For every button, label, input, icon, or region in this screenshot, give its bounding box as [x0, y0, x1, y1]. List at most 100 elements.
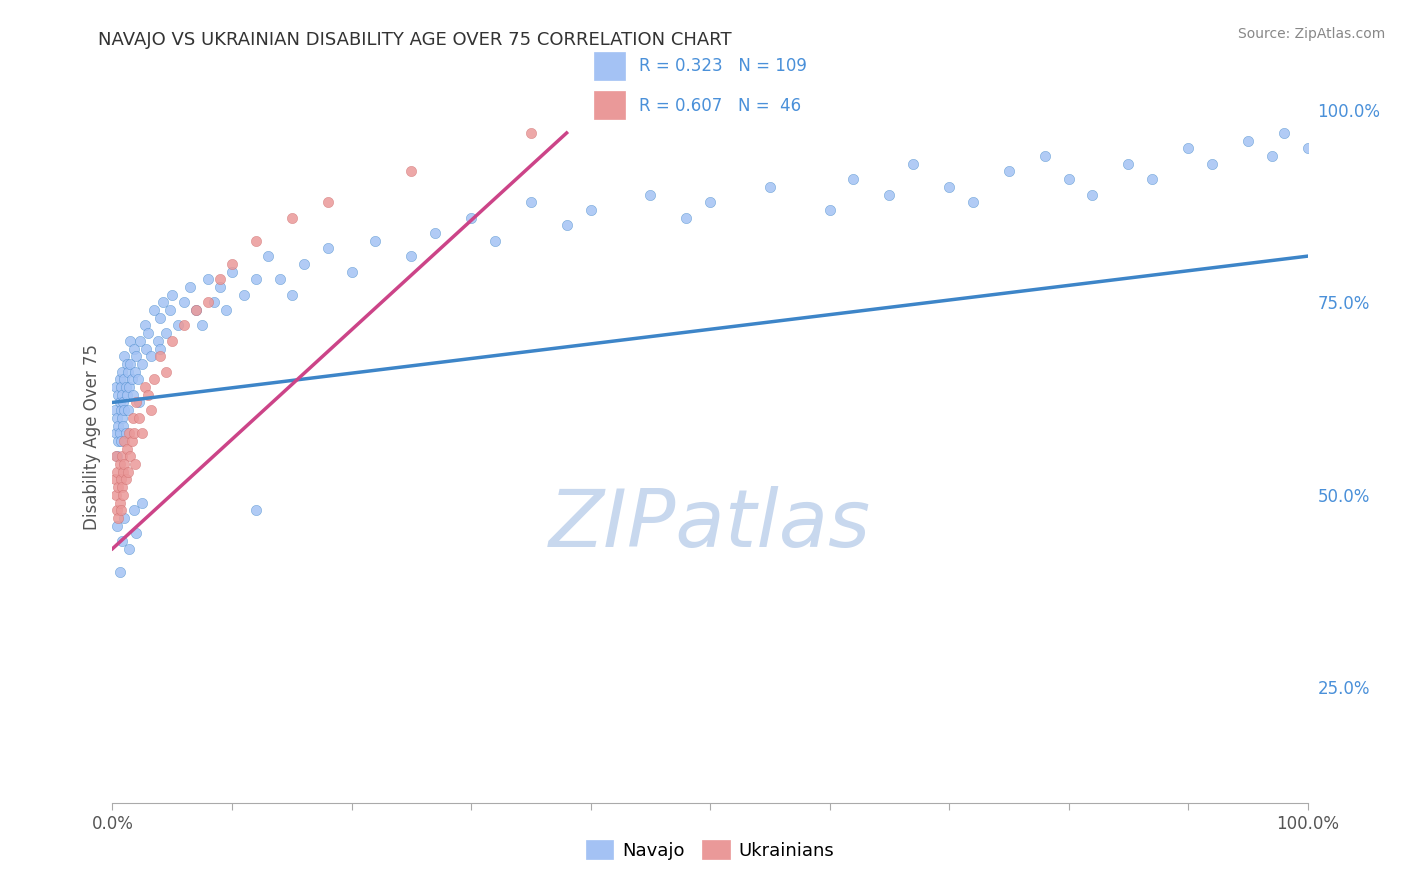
Point: [209, 272, 232, 286]
Point: [128, 410, 150, 425]
Point: [121, 388, 143, 402]
Point: [114, 403, 135, 417]
Point: [1261, 149, 1284, 163]
Point: [124, 457, 146, 471]
Point: [245, 234, 267, 248]
Point: [197, 272, 219, 286]
Point: [152, 295, 174, 310]
Point: [114, 434, 135, 448]
Point: [401, 249, 423, 263]
Point: [134, 318, 156, 333]
Text: Source: ZipAtlas.com: Source: ZipAtlas.com: [1237, 27, 1385, 41]
Point: [111, 534, 134, 549]
Point: [197, 295, 219, 310]
Point: [114, 349, 135, 363]
Text: R = 0.607   N =  46: R = 0.607 N = 46: [638, 96, 801, 114]
Point: [1118, 157, 1140, 171]
Point: [108, 495, 131, 509]
Point: [114, 380, 136, 394]
Point: [128, 395, 150, 409]
Point: [107, 434, 129, 448]
Point: [129, 334, 152, 348]
Point: [520, 126, 543, 140]
Point: [245, 272, 267, 286]
Point: [1296, 141, 1319, 155]
Point: [143, 372, 166, 386]
FancyBboxPatch shape: [593, 91, 624, 120]
Point: [191, 318, 214, 333]
Point: [1057, 172, 1080, 186]
Point: [138, 326, 160, 340]
Point: [115, 388, 138, 402]
Point: [114, 426, 136, 441]
Point: [149, 349, 172, 363]
Point: [292, 257, 315, 271]
Point: [114, 372, 135, 386]
Point: [186, 303, 208, 318]
Point: [105, 465, 128, 479]
Point: [110, 472, 132, 486]
Point: [1237, 134, 1260, 148]
Point: [114, 472, 136, 486]
FancyBboxPatch shape: [593, 53, 624, 80]
Point: [111, 480, 134, 494]
Point: [215, 303, 238, 318]
Point: [173, 295, 195, 310]
Point: [105, 450, 128, 464]
Point: [104, 403, 127, 417]
Point: [134, 380, 156, 394]
Point: [105, 488, 128, 502]
Text: R = 0.323   N = 109: R = 0.323 N = 109: [638, 57, 807, 75]
Point: [114, 511, 135, 525]
Point: [110, 380, 132, 394]
Point: [105, 410, 128, 425]
Point: [117, 365, 139, 379]
Point: [520, 195, 543, 210]
Point: [105, 450, 128, 464]
Point: [117, 403, 139, 417]
Point: [162, 287, 183, 301]
Point: [245, 503, 267, 517]
Point: [640, 187, 662, 202]
Point: [1142, 172, 1164, 186]
Point: [135, 342, 157, 356]
Point: [159, 303, 181, 318]
Point: [131, 495, 153, 509]
Point: [938, 179, 960, 194]
Point: [117, 465, 139, 479]
Point: [364, 234, 387, 248]
Point: [139, 349, 162, 363]
Point: [202, 295, 225, 310]
Point: [118, 426, 141, 441]
Point: [124, 365, 146, 379]
Point: [759, 179, 782, 194]
Point: [104, 472, 127, 486]
Point: [221, 264, 243, 278]
Point: [209, 280, 232, 294]
Point: [138, 388, 160, 402]
Point: [107, 511, 129, 525]
Legend: Navajo, Ukrainians: Navajo, Ukrainians: [578, 833, 842, 867]
Point: [179, 280, 201, 294]
Point: [122, 342, 145, 356]
Point: [555, 219, 578, 233]
Point: [114, 457, 135, 471]
Point: [842, 172, 865, 186]
Point: [108, 426, 131, 441]
Point: [122, 503, 145, 517]
Point: [484, 234, 506, 248]
Point: [115, 357, 138, 371]
Point: [903, 157, 925, 171]
Point: [149, 310, 172, 325]
Point: [105, 518, 128, 533]
Point: [998, 164, 1021, 178]
Point: [121, 410, 143, 425]
Point: [316, 195, 339, 210]
Point: [162, 334, 183, 348]
Text: ZIPatlas: ZIPatlas: [548, 486, 872, 564]
Point: [111, 388, 134, 402]
Point: [699, 195, 721, 210]
Point: [460, 211, 482, 225]
Point: [107, 388, 129, 402]
Point: [167, 318, 190, 333]
